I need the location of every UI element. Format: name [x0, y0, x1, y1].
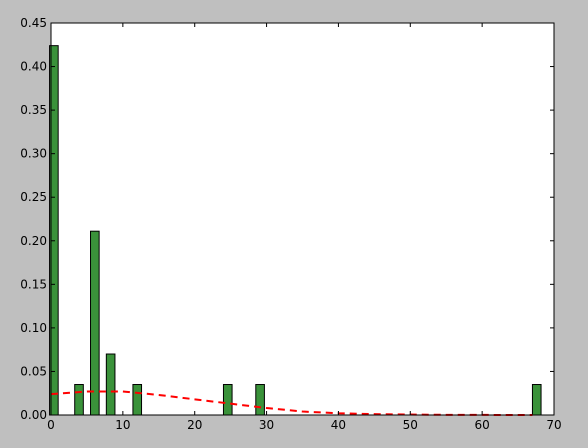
x-tick-label: 50 — [403, 418, 418, 432]
x-tick-label: 30 — [259, 418, 274, 432]
y-tick-label: 0.15 — [20, 277, 47, 291]
y-tick-label: 0.35 — [20, 103, 47, 117]
y-tick-label: 0.45 — [20, 16, 47, 30]
bar — [74, 384, 84, 416]
bar — [90, 230, 100, 416]
y-tick-label: 0.25 — [20, 190, 47, 204]
x-tick-label: 20 — [187, 418, 202, 432]
plot-frame — [50, 22, 555, 416]
y-tick-label: 0.05 — [20, 364, 47, 378]
ticks-layer: 0 10 20 30 40 50 60 70 0.00 0.05 0.10 0.15 0.20 0.25 0… — [20, 16, 561, 432]
y-tick-label: 0.10 — [20, 321, 47, 335]
y-tick-label: 0.00 — [20, 408, 47, 422]
bar — [255, 384, 265, 416]
x-tick-label: 60 — [475, 418, 490, 432]
bar — [222, 384, 233, 416]
x-tick-label: 40 — [331, 418, 346, 432]
bar — [132, 384, 143, 416]
y-tick-label: 0.30 — [20, 147, 47, 161]
x-tick-label: 10 — [115, 418, 130, 432]
bar — [531, 384, 542, 416]
x-tick-label: 0 — [47, 418, 55, 432]
bar — [105, 353, 116, 416]
y-tick-label: 0.20 — [20, 234, 47, 248]
y-tick-label: 0.40 — [20, 60, 47, 74]
plot-area — [51, 23, 554, 415]
x-tick-label: 70 — [546, 418, 561, 432]
